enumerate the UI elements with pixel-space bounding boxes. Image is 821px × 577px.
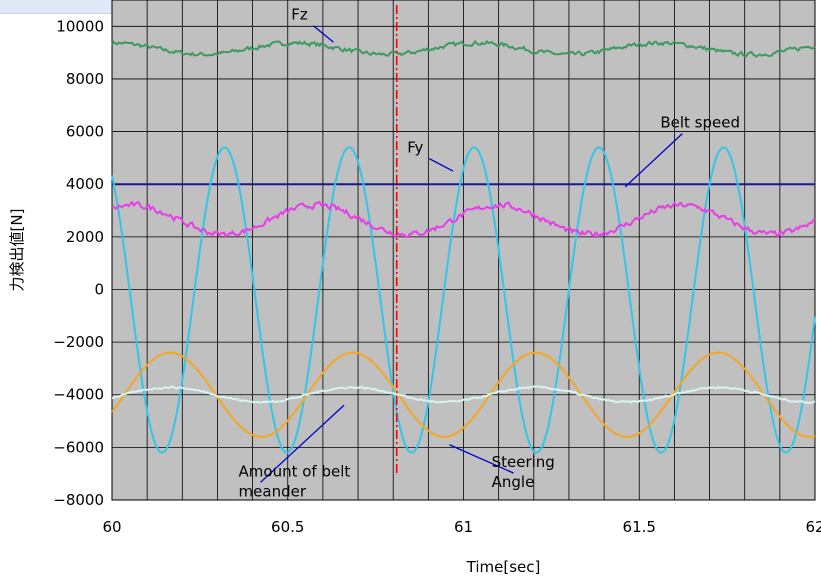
y-tick-label: 2000 (66, 228, 104, 246)
annotation-layer: Fz Belt speed Fy Amount of belt meander Steer… (239, 6, 740, 501)
x-tick-label: 61.5 (623, 518, 656, 536)
series-line-steering (111, 385, 816, 405)
belt-speed-label: Belt speed (660, 114, 740, 132)
y-axis-label: 力検出値[N] (8, 209, 26, 292)
y-tick-label: 0 (94, 280, 104, 298)
meander-label-leader (260, 404, 345, 483)
fy-label: Fy (407, 139, 423, 157)
belt-speed-label-leader (624, 133, 683, 188)
y-tick-label: −4000 (53, 386, 104, 404)
series-line-fz (111, 39, 816, 58)
x-tick-label: 60.5 (271, 518, 304, 536)
y-tick-label: −2000 (53, 333, 104, 351)
steering-label-leader (449, 444, 514, 474)
fy-label-leader (428, 158, 454, 172)
meander-label: Amount of belt meander (239, 462, 351, 500)
y-tick-label: 8000 (66, 70, 104, 88)
x-axis-label: Time[sec] (466, 558, 541, 576)
y-axis-ticks: −8000 −6000 −4000 −2000 0 2000 4000 6000 8000 100… (53, 17, 104, 509)
fz-label: Fz (291, 6, 308, 24)
steering-label: Steering Angle (492, 453, 555, 491)
y-tick-label: −8000 (53, 491, 104, 509)
y-tick-label: 6000 (66, 123, 104, 141)
y-tick-label: −6000 (53, 438, 104, 456)
series-line-meander (111, 351, 816, 438)
x-axis-ticks: 60 60.5 61 61.5 62 (102, 518, 821, 536)
series-line-fy (111, 146, 816, 454)
series-layer (111, 39, 816, 454)
fz-label-leader (312, 25, 334, 43)
x-tick-label: 60 (102, 518, 121, 536)
x-tick-label: 62 (805, 518, 821, 536)
y-tick-label: 4000 (66, 175, 104, 193)
grid-lines (111, 0, 816, 501)
series-line-magenta (111, 200, 816, 239)
x-tick-label: 61 (454, 518, 473, 536)
y-tick-label: 10000 (56, 17, 104, 35)
